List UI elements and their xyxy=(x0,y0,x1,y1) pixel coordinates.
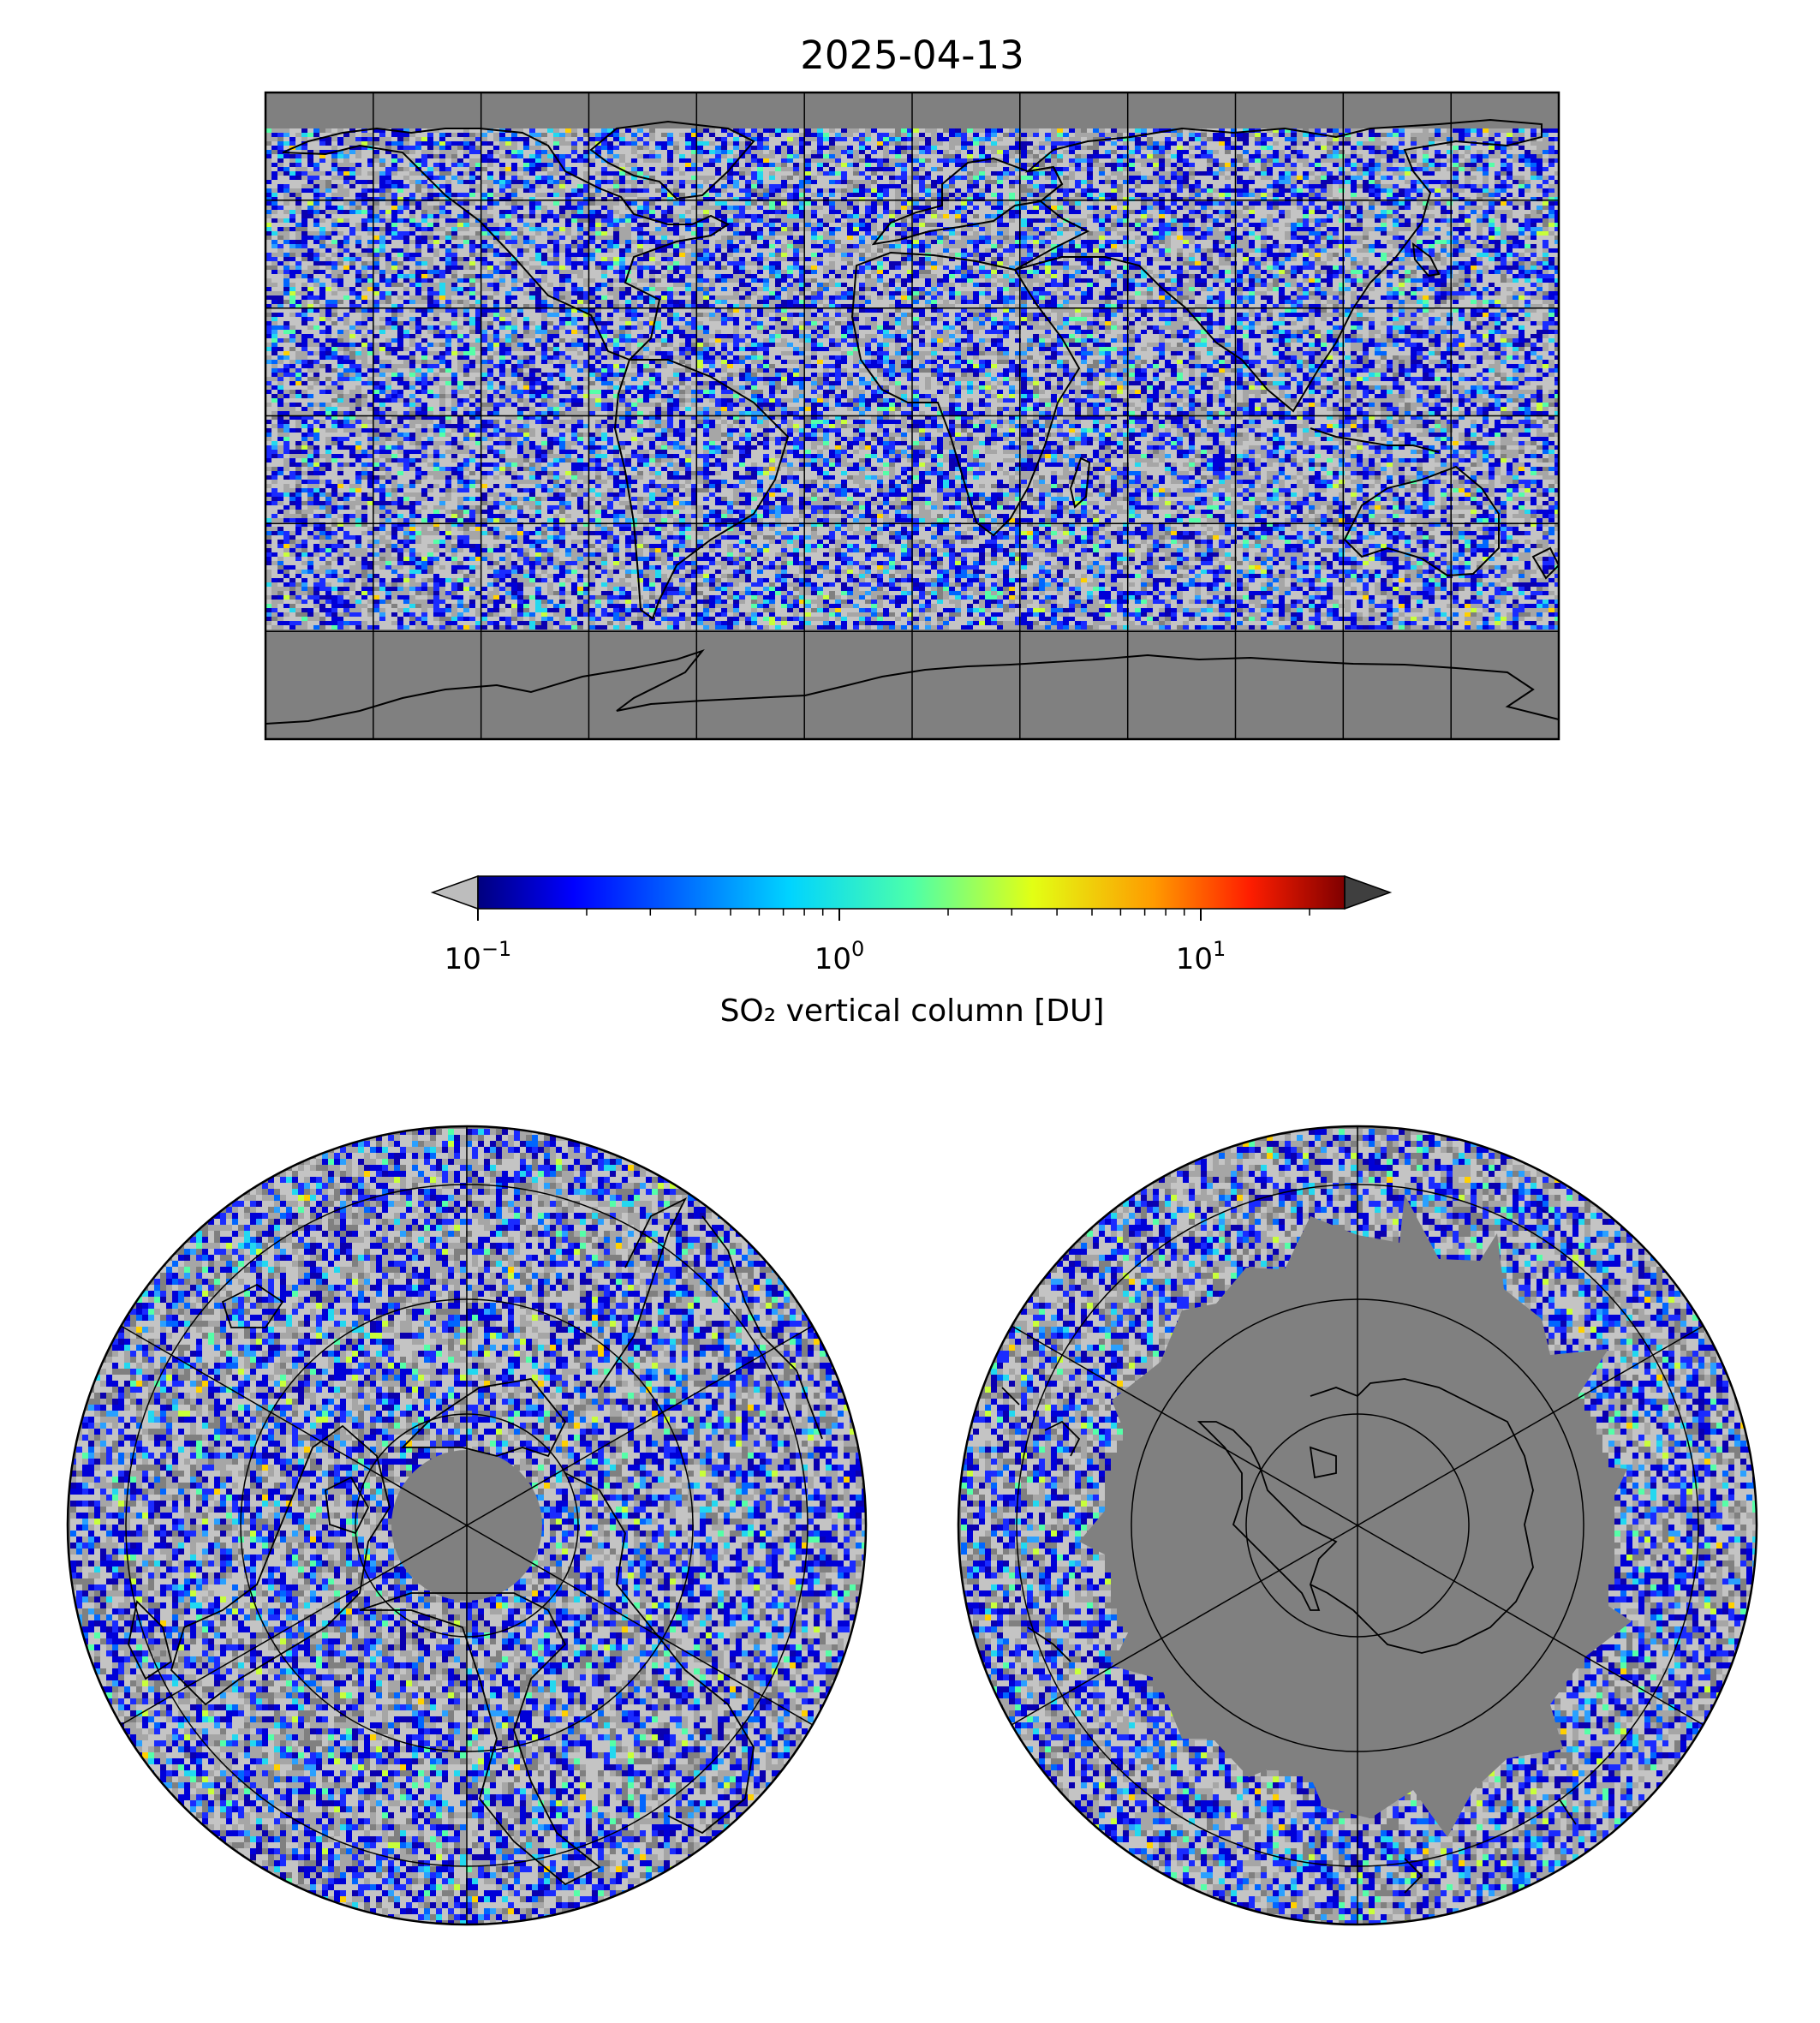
south-polar-no-data-region xyxy=(1079,1195,1632,1837)
colorbar-tick-label-2: 101 xyxy=(1176,937,1226,976)
north-polar-coastlines xyxy=(128,1196,823,1886)
colorbar-major-ticks xyxy=(477,909,1202,921)
global-gridlines xyxy=(266,92,1559,739)
global-coastlines xyxy=(266,118,1559,725)
north-polar-data-pixels xyxy=(70,1129,866,1925)
colorbar-under-extension xyxy=(430,874,479,910)
global-map xyxy=(264,91,1560,741)
south-polar-coastlines xyxy=(1001,1378,1577,1894)
colorbar-label: SO₂ vertical column [DU] xyxy=(720,994,1105,1029)
global-data-pixels xyxy=(266,128,1559,630)
south-polar-frame xyxy=(957,1125,1758,1926)
colorbar-tick-label-1: 100 xyxy=(815,937,865,976)
colorbar-minor-ticks xyxy=(586,909,1310,916)
colorbar-tick-label-0: 10−1 xyxy=(445,937,512,976)
colorbar-frame xyxy=(477,875,1346,910)
south-polar-map xyxy=(957,1125,1758,1926)
north-polar-frame xyxy=(66,1125,868,1926)
south-polar-gridlines xyxy=(1011,1126,1704,1925)
global-map-frame xyxy=(264,91,1560,741)
figure-title: 2025-04-13 xyxy=(800,33,1024,78)
colorbar-gradient xyxy=(478,876,1345,909)
colorbar: 10−1 100 101 SO₂ vertical column [DU] xyxy=(430,874,1393,1029)
north-polar-map xyxy=(66,1125,868,1926)
colorbar-over-extension xyxy=(1344,874,1393,910)
north-polar-gridlines xyxy=(120,1126,814,1925)
